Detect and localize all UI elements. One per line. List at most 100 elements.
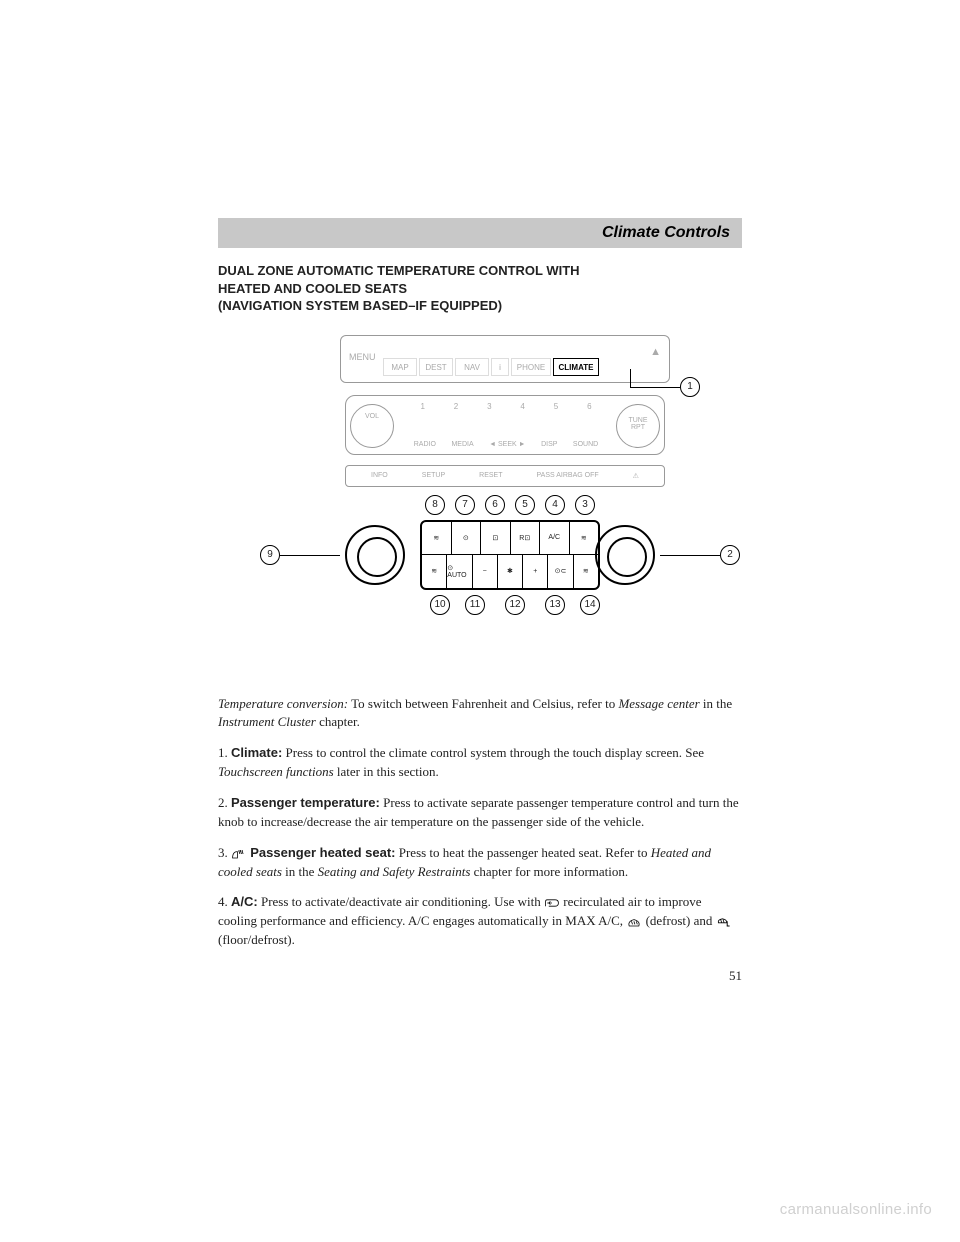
para-temp-conversion: Temperature conversion: To switch betwee… — [218, 695, 742, 733]
info-btn: INFO — [371, 472, 388, 479]
heated-seat-icon — [231, 848, 247, 860]
btn-7: ⊙ — [452, 522, 482, 554]
preset-4: 4 — [520, 402, 524, 411]
callout-12: 12 — [505, 595, 525, 615]
tab-climate: CLIMATE — [553, 358, 599, 376]
vol-label: VOL — [351, 413, 393, 420]
p1-end: later in this section. — [334, 764, 439, 779]
p0-i3: Instrument Cluster — [218, 714, 316, 729]
eject-icon: ▲ — [650, 346, 661, 358]
callout-8: 8 — [425, 495, 445, 515]
page-number: 51 — [218, 968, 742, 984]
p3-rest: Press to heat the passenger heated seat.… — [395, 845, 650, 860]
p3-num: 3. — [218, 845, 231, 860]
tune-label: TUNERPT — [617, 417, 659, 432]
btn-10: ≋ — [422, 555, 447, 588]
p4-rest: Press to activate/deactivate air conditi… — [258, 894, 544, 909]
btn-12-minus: − — [473, 555, 498, 588]
menu-label: MENU — [349, 352, 376, 362]
media-row: RADIO MEDIA ◄ SEEK ► DISP SOUND — [406, 441, 606, 448]
btn-13: ⊙⊂ — [548, 555, 573, 588]
reset-btn: RESET — [479, 472, 502, 479]
preset-row: 1 2 3 4 5 6 — [406, 402, 606, 411]
callout-6: 6 — [485, 495, 505, 515]
p4-defrost: (defrost) and — [642, 913, 715, 928]
climate-button-strip: ≋ ⊙ ⊡ R⊡ A/C ≋ ≋ ⊙ AUTO − ✱ + ⊙⊂ ≋ — [420, 520, 600, 590]
section-line-1: DUAL ZONE AUTOMATIC TEMPERATURE CONTROL … — [218, 262, 742, 280]
tab-row: MAP DEST NAV i PHONE CLIMATE — [383, 340, 663, 380]
callout-line — [630, 387, 680, 388]
defrost-icon — [626, 916, 642, 928]
callout-2: 2 — [720, 545, 740, 565]
preset-3: 3 — [487, 402, 491, 411]
floor-defrost-icon — [716, 916, 732, 928]
callout-7: 7 — [455, 495, 475, 515]
tab-nav: NAV — [455, 358, 489, 376]
nav-top-panel: MENU MAP DEST NAV i PHONE CLIMATE ▲ — [340, 335, 670, 383]
btn-8: ≋ — [422, 522, 452, 554]
button-row-bottom: ≋ ⊙ AUTO − ✱ + ⊙⊂ ≋ — [422, 555, 598, 588]
callout-3: 3 — [575, 495, 595, 515]
preset-6: 6 — [587, 402, 591, 411]
driver-temp-knob — [345, 525, 405, 585]
p4-num: 4. — [218, 894, 231, 909]
header-title: Climate Controls — [602, 224, 730, 242]
info-row: INFO SETUP RESET PASS AIRBAG OFF ⚠ — [346, 466, 664, 486]
radio-btn: RADIO — [414, 441, 436, 448]
temp-conv-label: Temperature conversion: — [218, 696, 348, 711]
callout-13: 13 — [545, 595, 565, 615]
para-1-climate: 1. Climate: Press to control the climate… — [218, 744, 742, 782]
callout-4: 4 — [545, 495, 565, 515]
p3-i2: Seating and Safety Restraints — [318, 864, 471, 879]
callout-line — [660, 555, 720, 556]
seek-btn: ◄ SEEK ► — [489, 441, 525, 448]
preset-2: 2 — [454, 402, 458, 411]
disp-btn: DISP — [541, 441, 557, 448]
p1-i: Touchscreen functions — [218, 764, 334, 779]
tab-dest: DEST — [419, 358, 453, 376]
setup-btn: SETUP — [422, 472, 445, 479]
button-row-top: ≋ ⊙ ⊡ R⊡ A/C ≋ — [422, 522, 598, 555]
p1-rest: Press to control the climate control sys… — [282, 745, 704, 760]
p3-end: chapter for more information. — [470, 864, 628, 879]
body-text: Temperature conversion: To switch betwee… — [218, 695, 742, 950]
p4-floor: (floor/defrost). — [218, 932, 295, 947]
hazard-icon: ⚠ — [633, 472, 639, 480]
p3-bold: Passenger heated seat: — [250, 845, 395, 860]
media-btn: MEDIA — [451, 441, 473, 448]
callout-line — [630, 369, 631, 387]
btn-12-fan: ✱ — [498, 555, 523, 588]
tab-info: i — [491, 358, 509, 376]
btn-3: ≋ — [570, 522, 599, 554]
btn-6: ⊡ — [481, 522, 511, 554]
tab-phone: PHONE — [511, 358, 551, 376]
passenger-temp-knob — [595, 525, 655, 585]
preset-5: 5 — [554, 402, 558, 411]
callout-14: 14 — [580, 595, 600, 615]
tab-map: MAP — [383, 358, 417, 376]
info-panel: INFO SETUP RESET PASS AIRBAG OFF ⚠ — [345, 465, 665, 487]
sound-btn: SOUND — [573, 441, 598, 448]
climate-control-diagram: MENU MAP DEST NAV i PHONE CLIMATE ▲ 1 VO… — [260, 335, 700, 655]
p0-end: chapter. — [316, 714, 360, 729]
para-4-ac: 4. A/C: Press to activate/deactivate air… — [218, 893, 742, 950]
callout-9: 9 — [260, 545, 280, 565]
tune-knob: TUNERPT — [616, 404, 660, 448]
p1-bold: Climate: — [231, 745, 282, 760]
p2-bold: Passenger temperature: — [231, 795, 380, 810]
section-line-3: (NAVIGATION SYSTEM BASED–IF EQUIPPED) — [218, 297, 742, 315]
p0-mid: in the — [700, 696, 733, 711]
p0-rest: To switch between Fahrenheit and Celsius… — [348, 696, 618, 711]
volume-knob: VOL — [350, 404, 394, 448]
p0-i2: Message center — [618, 696, 699, 711]
callout-5: 5 — [515, 495, 535, 515]
p4-bold: A/C: — [231, 894, 258, 909]
watermark: carmanualsonline.info — [780, 1201, 932, 1218]
manual-page: Climate Controls DUAL ZONE AUTOMATIC TEM… — [218, 218, 742, 984]
climate-controls: ≋ ⊙ ⊡ R⊡ A/C ≋ ≋ ⊙ AUTO − ✱ + ⊙⊂ ≋ — [320, 500, 680, 610]
btn-14: ≋ — [574, 555, 598, 588]
p1-num: 1. — [218, 745, 231, 760]
preset-1: 1 — [420, 402, 424, 411]
para-3-heated-seat: 3. Passenger heated seat: Press to heat … — [218, 844, 742, 882]
btn-11: ⊙ AUTO — [447, 555, 472, 588]
